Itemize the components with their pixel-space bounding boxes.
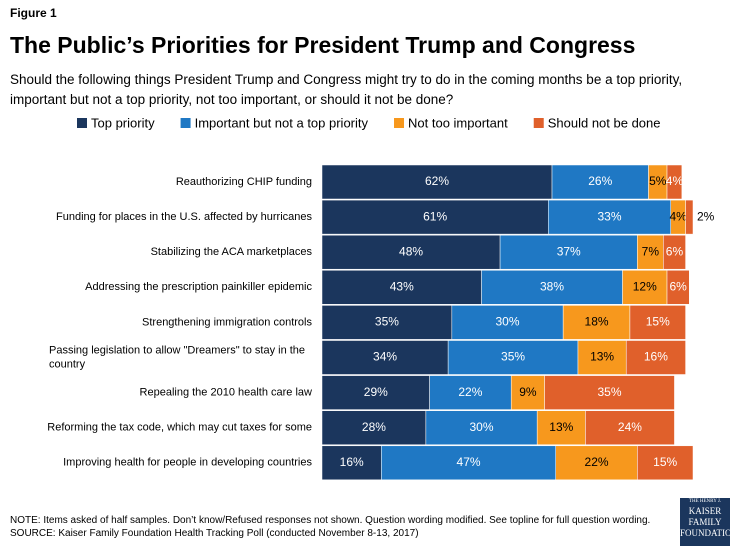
value-label: 28% (362, 420, 386, 434)
figure-label: Figure 1 (10, 6, 57, 20)
bar-segment (447, 340, 579, 375)
category-label: Stabilizing the ACA marketplaces (151, 246, 313, 258)
value-label: 18% (585, 315, 609, 329)
value-label: 62% (425, 174, 449, 188)
value-label: 22% (458, 385, 482, 399)
category-label: Strengthening immigration controls (142, 316, 312, 328)
logo: THE HENRY J. KAISER FAMILY FOUNDATION (680, 498, 735, 546)
value-label: 48% (399, 244, 423, 258)
bar-segment (666, 270, 690, 305)
category-label: Improving health for people in developin… (63, 457, 312, 469)
legend-label: Should not be done (548, 115, 661, 130)
category-label: Addressing the prescription painkiller e… (85, 281, 312, 293)
bar-segment (637, 445, 694, 481)
bar-segment (536, 410, 586, 445)
legend-swatch (180, 118, 191, 128)
bar-segment (451, 305, 564, 340)
legend-label: Important but not a top priority (195, 115, 369, 130)
value-label: 33% (598, 209, 622, 223)
value-label: 6% (666, 244, 684, 258)
value-label: 34% (373, 350, 397, 364)
value-label: 29% (364, 385, 388, 399)
bar-segment (429, 375, 512, 410)
bar-segment (622, 270, 668, 305)
bar-segment (499, 234, 638, 270)
value-label: 12% (633, 279, 657, 293)
value-label: 22% (585, 455, 609, 469)
bar-segment (625, 340, 686, 375)
source: SOURCE: Kaiser Family Foundation Health … (10, 528, 419, 539)
bar-segment (425, 410, 538, 445)
bar-segment (577, 340, 627, 375)
bar-segment (321, 164, 553, 200)
value-label: 26% (588, 174, 612, 188)
bar-segment (663, 234, 686, 270)
value-label: 15% (646, 315, 670, 329)
value-label: 9% (519, 385, 537, 399)
logo-line: FOUNDATION (680, 528, 735, 538)
value-label: 61% (423, 209, 447, 223)
value-label: 2% (697, 209, 715, 223)
category-label: Funding for places in the U.S. affected … (56, 211, 312, 223)
category-label: Repealing the 2010 health care law (140, 387, 313, 399)
bar-segment (666, 164, 683, 200)
chart-title: The Public’s Priorities for President Tr… (10, 32, 636, 58)
value-label: 35% (375, 315, 399, 329)
legend-swatch (533, 118, 544, 128)
value-label: 35% (598, 385, 622, 399)
bar-segment (562, 305, 631, 340)
note: NOTE: Items asked of half samples. Don’t… (10, 515, 651, 526)
bar-segment (637, 234, 664, 270)
value-label: 30% (495, 315, 519, 329)
value-label: 30% (470, 420, 494, 434)
value-label: 43% (390, 279, 414, 293)
value-label: 7% (642, 244, 660, 258)
value-label: 13% (590, 350, 614, 364)
value-label: 35% (501, 350, 525, 364)
bar-segment (544, 375, 675, 410)
value-label: 47% (457, 455, 481, 469)
value-label: 16% (340, 455, 364, 469)
bar-segment (510, 375, 545, 410)
value-label: 4% (666, 174, 684, 188)
bar-segment (685, 199, 694, 235)
legend-swatch (394, 118, 405, 128)
value-label: 24% (618, 420, 642, 434)
bar-segment (321, 340, 449, 375)
bar-segment (321, 375, 430, 410)
bar-segment (321, 270, 482, 305)
bar-segment (321, 445, 382, 481)
value-label: 6% (669, 279, 687, 293)
bar-segment (481, 270, 623, 305)
value-label: 16% (644, 350, 668, 364)
bar-segment (321, 410, 427, 445)
bar-segment (551, 164, 649, 200)
value-label: 38% (540, 279, 564, 293)
bar-segment (321, 305, 453, 340)
chart-subtitle: Should the following things President Tr… (10, 72, 683, 107)
chart: Top priority Important but not a top prio… (47, 115, 715, 481)
bar-segment (629, 305, 686, 340)
value-label: 5% (649, 174, 667, 188)
legend-label: Not too important (408, 115, 508, 130)
value-label: 13% (549, 420, 573, 434)
category-label: Reforming the tax code, which may cut ta… (47, 422, 312, 434)
value-label: 15% (653, 455, 677, 469)
value-label: 37% (557, 244, 581, 258)
value-label: 4% (669, 209, 687, 223)
logo-line: KAISER (688, 506, 722, 516)
logo-line: THE HENRY J. (688, 499, 722, 504)
legend-label: Top priority (91, 115, 155, 130)
bar-segment (585, 410, 675, 445)
legend-swatch (77, 118, 87, 128)
bar-segment (321, 199, 549, 235)
category-label: Passing legislation to allow "Dreamers" … (49, 344, 305, 370)
logo-line: FAMILY (688, 517, 722, 527)
category-label: Reauthorizing CHIP funding (176, 176, 312, 188)
